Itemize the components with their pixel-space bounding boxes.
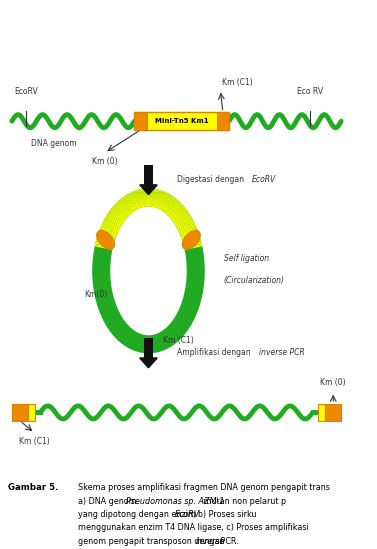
Bar xyxy=(135,113,147,130)
Bar xyxy=(325,404,341,421)
Ellipse shape xyxy=(182,231,200,249)
Bar xyxy=(135,113,229,130)
Text: genom pengapit transposon dengan: genom pengapit transposon dengan xyxy=(78,536,227,546)
FancyBboxPatch shape xyxy=(144,338,153,358)
Text: yang dipotong dengan enzim: yang dipotong dengan enzim xyxy=(78,511,199,519)
Text: Km (0): Km (0) xyxy=(320,378,346,388)
Text: Km (C1): Km (C1) xyxy=(163,335,194,345)
Ellipse shape xyxy=(97,231,115,249)
Text: Pseudomonas sp. AZM-1: Pseudomonas sp. AZM-1 xyxy=(126,497,224,506)
Text: Km(0): Km(0) xyxy=(84,290,107,299)
Text: inverse PCR: inverse PCR xyxy=(259,348,305,357)
Bar xyxy=(12,404,28,421)
Text: Mini-Tn5 Km1: Mini-Tn5 Km1 xyxy=(155,118,208,124)
Text: Km (C1): Km (C1) xyxy=(222,78,253,87)
Text: (Circularization): (Circularization) xyxy=(224,276,285,285)
Bar xyxy=(28,404,35,421)
Text: , b) Proses sirku: , b) Proses sirku xyxy=(193,511,256,519)
Text: EcoRV: EcoRV xyxy=(252,176,276,184)
Text: mutan non pelarut p: mutan non pelarut p xyxy=(201,497,286,506)
Text: Digestasi dengan: Digestasi dengan xyxy=(176,176,244,184)
Text: Amplifikasi dengan: Amplifikasi dengan xyxy=(176,348,250,357)
Text: inverse: inverse xyxy=(196,536,225,546)
Text: a) DNA genom: a) DNA genom xyxy=(78,497,140,506)
Bar xyxy=(318,404,325,421)
Text: menggunakan enzim T4 DNA ligase, c) Proses amplifikasi: menggunakan enzim T4 DNA ligase, c) Pros… xyxy=(78,524,309,533)
Polygon shape xyxy=(140,185,157,195)
Text: PCR.: PCR. xyxy=(218,536,239,546)
Text: EcoRV: EcoRV xyxy=(14,87,38,96)
Text: Gambar 5.: Gambar 5. xyxy=(8,483,59,492)
Bar xyxy=(217,113,229,130)
Polygon shape xyxy=(140,358,157,368)
Text: DNA genom: DNA genom xyxy=(31,138,77,148)
FancyBboxPatch shape xyxy=(144,165,153,185)
Text: Km (0): Km (0) xyxy=(92,157,118,166)
Text: Self ligation: Self ligation xyxy=(224,254,269,264)
Text: EcoRV: EcoRV xyxy=(175,511,200,519)
Text: Skema proses amplifikasi fragmen DNA genom pengapit trans: Skema proses amplifikasi fragmen DNA gen… xyxy=(78,483,330,492)
Text: Km (C1): Km (C1) xyxy=(19,437,50,446)
Text: Eco RV: Eco RV xyxy=(297,87,323,96)
